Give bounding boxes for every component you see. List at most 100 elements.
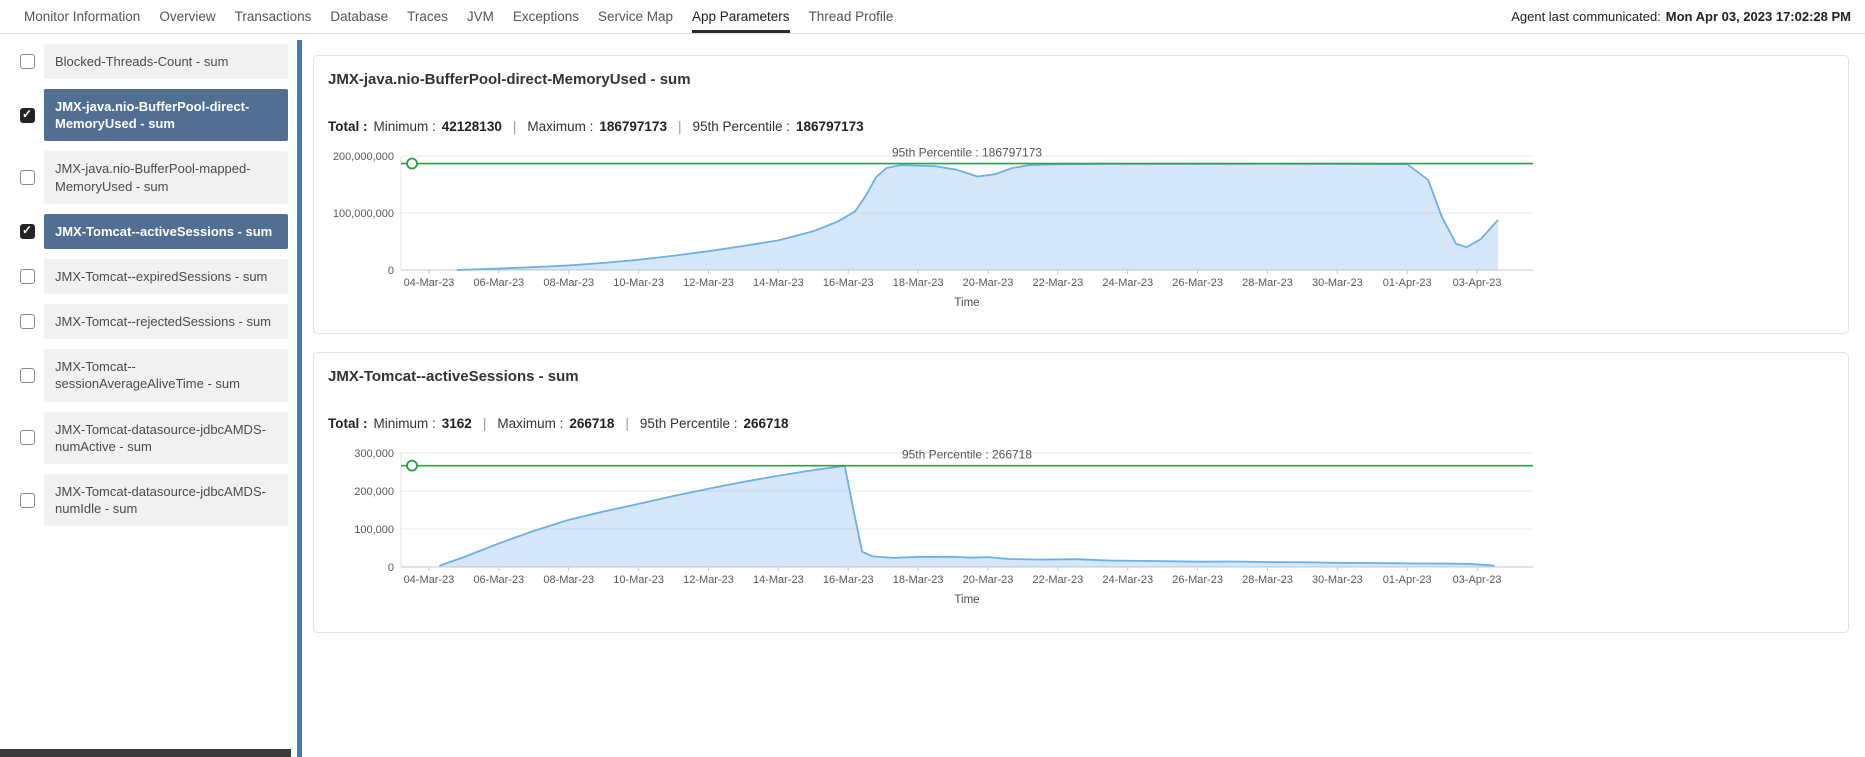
tab-monitor-information[interactable]: Monitor Information: [24, 9, 141, 24]
metric-row: JMX-Tomcat--sessionAverageAliveTime - su…: [20, 349, 288, 402]
svg-text:95th Percentile : 266718: 95th Percentile : 266718: [902, 448, 1032, 462]
svg-text:200,000: 200,000: [354, 486, 394, 498]
svg-text:03-Apr-23: 03-Apr-23: [1453, 574, 1502, 586]
svg-text:0: 0: [388, 562, 394, 574]
svg-text:14-Mar-23: 14-Mar-23: [753, 574, 804, 586]
chart-stats: Total : Minimum : 3162 | Maximum : 26671…: [328, 416, 1834, 431]
metric-checkbox[interactable]: [20, 107, 35, 123]
svg-text:22-Mar-23: 22-Mar-23: [1032, 277, 1083, 289]
metric-label[interactable]: JMX-java.nio-BufferPool-direct-MemoryUse…: [44, 89, 288, 142]
tab-thread-profile[interactable]: Thread Profile: [808, 9, 894, 24]
tab-database[interactable]: Database: [330, 9, 389, 24]
svg-text:01-Apr-23: 01-Apr-23: [1383, 277, 1432, 289]
metric-label[interactable]: JMX-java.nio-BufferPool-mapped-MemoryUse…: [44, 151, 288, 204]
metric-label[interactable]: JMX-Tomcat-datasource-jdbcAMDS-numIdle -…: [44, 473, 288, 527]
metric-label[interactable]: JMX-Tomcat--activeSessions - sum: [44, 213, 288, 249]
chart-card-bufferpool-direct: JMX-java.nio-BufferPool-direct-MemoryUse…: [313, 55, 1849, 334]
svg-text:Time: Time: [954, 594, 979, 606]
svg-text:20-Mar-23: 20-Mar-23: [963, 574, 1014, 586]
stat-min-label: Minimum :: [373, 119, 436, 134]
svg-text:30-Mar-23: 30-Mar-23: [1312, 277, 1363, 289]
metric-checkbox[interactable]: [20, 492, 35, 508]
metric-label[interactable]: Blocked-Threads-Count - sum: [44, 44, 288, 80]
metric-checkbox[interactable]: [20, 430, 35, 446]
svg-text:06-Mar-23: 06-Mar-23: [473, 574, 524, 586]
metric-checkbox[interactable]: [20, 367, 35, 383]
metric-label[interactable]: JMX-Tomcat--rejectedSessions - sum: [44, 304, 288, 340]
stat-total-label: Total :: [328, 416, 368, 431]
metric-label[interactable]: JMX-Tomcat--expiredSessions - sum: [44, 258, 288, 295]
stat-min-label: Minimum :: [373, 416, 436, 431]
chart-plot[interactable]: 0 100,000 200,000 300,000 04-Mar-23 06-Mar-23…: [328, 437, 1834, 607]
svg-text:12-Mar-23: 12-Mar-23: [683, 574, 734, 586]
svg-text:01-Apr-23: 01-Apr-23: [1383, 574, 1432, 586]
svg-text:22-Mar-23: 22-Mar-23: [1032, 574, 1083, 586]
svg-text:100,000: 100,000: [354, 524, 394, 536]
svg-text:100,000,000: 100,000,000: [333, 208, 394, 220]
svg-text:16-Mar-23: 16-Mar-23: [823, 574, 874, 586]
agent-last-communicated-time: Mon Apr 03, 2023 17:02:28 PM: [1665, 9, 1851, 24]
stat-min-value: 42128130: [441, 119, 502, 134]
svg-text:26-Mar-23: 26-Mar-23: [1172, 277, 1223, 289]
metric-row: Blocked-Threads-Count - sum: [20, 44, 288, 80]
metric-label[interactable]: JMX-Tomcat--sessionAverageAliveTime - su…: [44, 349, 288, 402]
metric-row: JMX-Tomcat-datasource-jdbcAMDS-numActive…: [20, 411, 288, 464]
stat-separator: |: [677, 119, 682, 134]
agent-last-communicated-label: Agent last communicated:: [1511, 9, 1661, 24]
stat-separator: |: [512, 119, 517, 134]
svg-text:24-Mar-23: 24-Mar-23: [1102, 277, 1153, 289]
svg-text:300,000: 300,000: [354, 448, 394, 460]
stat-max-value: 266718: [569, 416, 615, 431]
tab-app-parameters[interactable]: App Parameters: [692, 0, 790, 33]
stat-total-label: Total :: [328, 119, 368, 134]
svg-text:03-Apr-23: 03-Apr-23: [1453, 277, 1502, 289]
tab-exceptions[interactable]: Exceptions: [512, 9, 579, 24]
chart-stats: Total : Minimum : 42128130 | Maximum : 1…: [328, 119, 1834, 134]
svg-text:0: 0: [388, 265, 394, 277]
chart-title: JMX-Tomcat--activeSessions - sum: [328, 368, 579, 385]
tab-overview[interactable]: Overview: [159, 9, 216, 24]
svg-text:20-Mar-23: 20-Mar-23: [963, 277, 1014, 289]
chart-plot[interactable]: 0 100,000,000 200,000,000 04-Mar-23 06-Mar-2…: [328, 140, 1834, 310]
metric-checkbox[interactable]: [20, 54, 35, 70]
svg-text:26-Mar-23: 26-Mar-23: [1172, 574, 1223, 586]
metric-label[interactable]: JMX-Tomcat-datasource-jdbcAMDS-numActive…: [44, 411, 288, 464]
metric-checkbox[interactable]: [20, 170, 35, 186]
svg-text:10-Mar-23: 10-Mar-23: [613, 277, 664, 289]
stat-p95-value: 186797173: [796, 119, 864, 134]
stat-min-value: 3162: [441, 416, 472, 431]
tab-jvm[interactable]: JVM: [466, 9, 494, 24]
svg-text:06-Mar-23: 06-Mar-23: [473, 277, 524, 289]
svg-text:04-Mar-23: 04-Mar-23: [404, 277, 455, 289]
metric-checkbox[interactable]: [20, 314, 35, 330]
svg-text:08-Mar-23: 08-Mar-23: [543, 574, 594, 586]
tab-transactions[interactable]: Transactions: [234, 9, 312, 24]
chart-card-active-sessions: JMX-Tomcat--activeSessions - sum Total :…: [313, 352, 1849, 633]
horizontal-scrollbar[interactable]: [0, 749, 291, 757]
agent-status: Agent last communicated: Mon Apr 03, 202…: [1511, 0, 1865, 33]
svg-text:95th Percentile : 186797173: 95th Percentile : 186797173: [892, 146, 1042, 160]
svg-text:30-Mar-23: 30-Mar-23: [1312, 574, 1363, 586]
metrics-sidebar: Blocked-Threads-Count - sum JMX-java.nio…: [20, 44, 288, 527]
svg-text:08-Mar-23: 08-Mar-23: [543, 277, 594, 289]
stat-p95-label: 95th Percentile :: [692, 119, 791, 134]
svg-text:18-Mar-23: 18-Mar-23: [893, 574, 944, 586]
sidebar-divider: [297, 40, 302, 757]
metric-row: JMX-java.nio-BufferPool-direct-MemoryUse…: [20, 89, 288, 142]
tab-traces[interactable]: Traces: [407, 9, 448, 24]
svg-text:200,000,000: 200,000,000: [333, 151, 394, 163]
metric-checkbox[interactable]: [20, 269, 35, 285]
tab-bar: Monitor Information Overview Transaction…: [0, 0, 893, 33]
svg-text:Time: Time: [954, 297, 979, 309]
tab-service-map[interactable]: Service Map: [597, 9, 673, 24]
svg-text:04-Mar-23: 04-Mar-23: [404, 574, 455, 586]
top-navigation: Monitor Information Overview Transaction…: [0, 0, 1865, 34]
stat-separator: |: [625, 416, 629, 431]
chart-title: JMX-java.nio-BufferPool-direct-MemoryUse…: [328, 71, 691, 88]
svg-text:10-Mar-23: 10-Mar-23: [613, 574, 664, 586]
svg-text:12-Mar-23: 12-Mar-23: [683, 277, 734, 289]
metric-checkbox[interactable]: [20, 223, 35, 239]
metric-row: JMX-Tomcat--expiredSessions - sum: [20, 258, 288, 295]
stat-p95-label: 95th Percentile :: [639, 416, 738, 431]
metric-row: JMX-java.nio-BufferPool-mapped-MemoryUse…: [20, 151, 288, 204]
